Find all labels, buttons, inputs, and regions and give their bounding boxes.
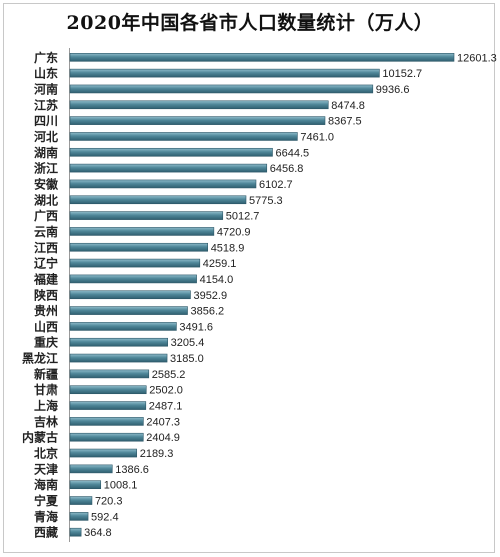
value-label-29: 592.4 [91, 511, 119, 523]
bar-21 [69, 385, 147, 395]
value-label-2: 9936.6 [376, 84, 410, 96]
value-labels-group: 12601.3 10152.7 9936.6 8474.8 8367.5 7461.0 66… [84, 52, 497, 539]
bar-5 [69, 132, 298, 141]
value-label-19: 3185.0 [170, 353, 204, 365]
bar-16 [69, 306, 188, 315]
category-label-27: 海南 [34, 477, 58, 492]
category-label-24: 内蒙古 [22, 430, 58, 445]
value-label-9: 5775.3 [249, 195, 283, 207]
category-label-3: 江苏 [34, 97, 58, 112]
bar-12 [69, 242, 208, 252]
bar-17 [69, 322, 177, 331]
category-label-17: 山西 [34, 319, 58, 334]
bar-20 [69, 369, 150, 379]
bar-19 [69, 353, 168, 363]
value-label-16: 3856.2 [191, 306, 225, 318]
bar-3 [69, 100, 329, 110]
value-label-30: 364.8 [84, 527, 112, 539]
bar-25 [69, 448, 138, 458]
value-label-10: 5012.7 [226, 211, 260, 223]
bar-26 [69, 464, 113, 474]
bar-4 [69, 116, 326, 125]
value-label-26: 1386.6 [115, 464, 149, 476]
bar-9 [69, 195, 247, 205]
bar-1 [69, 68, 380, 78]
value-label-7: 6456.8 [270, 163, 304, 175]
value-label-15: 3952.9 [193, 290, 227, 302]
bar-24 [69, 432, 144, 442]
category-label-19: 黑龙江 [22, 351, 58, 366]
category-label-11: 云南 [34, 224, 58, 239]
category-labels-group: 广东山东河南江苏四川河北湖南浙江安徽湖北广西云南江西辽宁福建陕西贵州山西重庆黑龙… [22, 50, 59, 540]
chart-title: 2020年中国各省市人口数量统计（万人） [66, 12, 434, 34]
bar-29 [69, 512, 89, 521]
value-label-0: 12601.3 [457, 52, 497, 64]
category-label-23: 吉林 [34, 414, 58, 429]
value-label-21: 2502.0 [149, 385, 183, 397]
category-label-28: 宁夏 [34, 493, 59, 508]
value-label-23: 2407.3 [146, 416, 180, 428]
category-label-30: 西藏 [34, 525, 58, 540]
value-label-17: 3491.6 [179, 321, 213, 333]
bar-7 [69, 163, 268, 173]
bar-2 [69, 84, 374, 94]
category-label-18: 重庆 [34, 335, 58, 350]
bar-15 [69, 290, 191, 300]
value-label-11: 4720.9 [217, 226, 251, 238]
bar-22 [69, 401, 147, 410]
value-label-13: 4259.1 [203, 258, 237, 270]
category-label-5: 河北 [33, 129, 58, 144]
value-label-20: 2585.2 [152, 369, 186, 381]
category-label-15: 陕西 [34, 287, 58, 302]
value-label-14: 4154.0 [200, 274, 234, 286]
value-label-12: 4518.9 [211, 242, 245, 254]
category-label-20: 新疆 [34, 366, 58, 381]
category-label-12: 江西 [34, 240, 58, 255]
category-label-1: 山东 [34, 66, 58, 81]
category-label-0: 广东 [34, 50, 58, 65]
category-label-25: 北京 [34, 446, 58, 461]
category-label-29: 青海 [34, 509, 58, 524]
category-label-14: 福建 [33, 271, 59, 286]
bar-28 [69, 496, 93, 505]
bar-10 [69, 211, 224, 220]
value-label-8: 6102.7 [259, 179, 293, 191]
value-label-28: 720.3 [95, 496, 123, 508]
category-label-16: 贵州 [34, 303, 58, 318]
bar-14 [69, 274, 197, 284]
category-label-22: 上海 [34, 398, 58, 413]
bars-group [69, 52, 455, 537]
category-label-6: 湖南 [34, 145, 58, 160]
value-label-24: 2404.9 [146, 432, 180, 444]
bar-8 [69, 179, 257, 189]
category-label-2: 河南 [33, 81, 58, 96]
bar-6 [69, 147, 273, 157]
category-label-7: 浙江 [34, 161, 58, 176]
value-label-22: 2487.1 [149, 401, 183, 413]
bar-0 [69, 52, 455, 62]
bar-23 [69, 417, 144, 426]
value-label-6: 6644.5 [275, 147, 309, 159]
category-label-10: 广西 [34, 208, 58, 223]
value-label-5: 7461.0 [300, 131, 334, 143]
bar-11 [69, 227, 215, 236]
value-label-27: 1008.1 [104, 480, 138, 492]
category-label-8: 安徽 [34, 176, 59, 191]
bar-30 [69, 527, 82, 537]
category-label-9: 湖北 [34, 192, 58, 207]
category-label-4: 四川 [34, 114, 58, 128]
bar-18 [69, 337, 168, 347]
value-label-1: 10152.7 [382, 68, 422, 80]
bar-13 [69, 258, 201, 268]
value-label-3: 8474.8 [331, 100, 365, 112]
category-label-13: 辽宁 [34, 256, 58, 271]
value-label-4: 8367.5 [328, 116, 362, 128]
value-label-18: 3205.4 [171, 337, 205, 349]
bar-27 [69, 480, 102, 490]
category-label-26: 天津 [34, 461, 58, 476]
value-label-25: 2189.3 [140, 448, 174, 460]
category-label-21: 甘肃 [34, 382, 58, 397]
